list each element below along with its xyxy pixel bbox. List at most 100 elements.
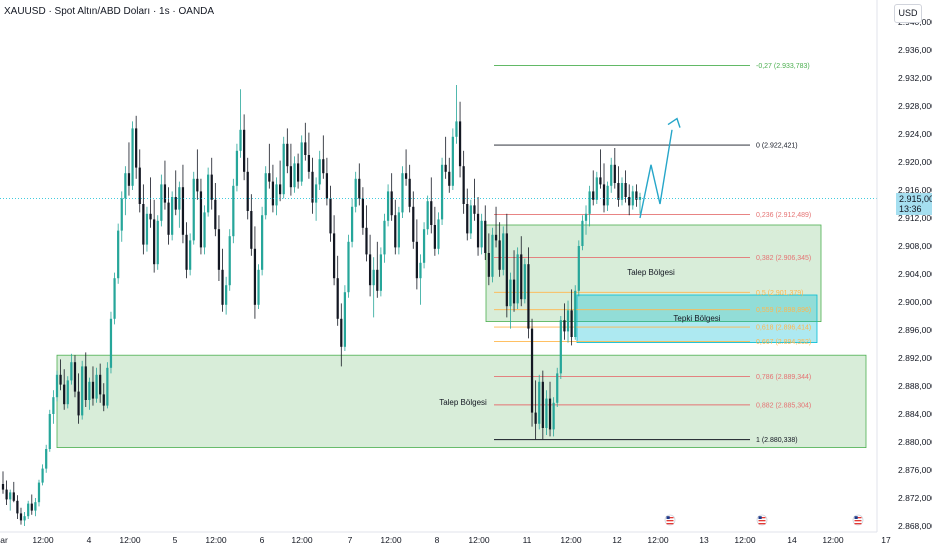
candle-body: [217, 229, 221, 270]
candle: [268, 143, 271, 189]
bar-countdown: 13:36: [899, 204, 922, 214]
time-tick-label: 14: [787, 535, 797, 545]
candle-body: [332, 233, 336, 279]
candle: [368, 234, 372, 297]
candle-body: [16, 500, 19, 514]
us-flag-event-icon[interactable]: [664, 514, 676, 526]
candle-body: [192, 178, 195, 241]
candle-body: [30, 503, 33, 511]
candle: [592, 170, 595, 206]
candle: [484, 205, 487, 260]
candle: [203, 205, 206, 255]
candle-body: [433, 225, 436, 249]
zone-label: Talep Bölgesi: [627, 268, 675, 277]
zone-box: [576, 294, 818, 343]
candle-body: [390, 191, 393, 216]
candle: [142, 184, 145, 255]
candle-body: [376, 269, 379, 291]
candle-body: [347, 241, 350, 293]
candle: [185, 222, 188, 279]
candle-body: [372, 269, 375, 286]
candle-body: [289, 166, 293, 188]
fib-label: 0 (2.922,421): [756, 143, 798, 150]
time-tick-label: 13: [699, 535, 709, 545]
candle-body: [610, 164, 613, 186]
candle: [109, 311, 113, 374]
candle: [232, 178, 235, 244]
us-flag-event-icon[interactable]: [756, 514, 768, 526]
fib-label: 0,559 (2.898,896): [756, 307, 811, 314]
candle-body: [171, 197, 174, 235]
candle: [516, 247, 519, 309]
candle-body: [214, 199, 217, 230]
candle: [505, 213, 508, 318]
price-tick-label: 2.916,000: [898, 185, 932, 195]
us-flag-event-icon[interactable]: [852, 514, 864, 526]
candle: [63, 369, 66, 410]
candle-body: [563, 320, 566, 332]
candle-body: [261, 215, 264, 270]
candle: [9, 489, 12, 511]
candle: [361, 187, 365, 235]
candle: [390, 173, 393, 221]
candle: [5, 480, 8, 505]
candle-body: [426, 201, 429, 230]
price-axis[interactable]: 2.868,000 2.872,000 2.876,000 2.880,000 2.88…: [898, 17, 932, 531]
candle: [178, 181, 181, 228]
candle: [538, 374, 541, 430]
candle: [437, 212, 440, 255]
candle-body: [138, 167, 141, 204]
candle: [81, 360, 84, 420]
candle-body: [19, 513, 23, 521]
candle: [523, 258, 526, 304]
candle-body: [613, 164, 616, 183]
candle: [617, 166, 620, 207]
candle: [264, 166, 267, 220]
candle: [192, 171, 195, 245]
candles-layer: [1, 85, 642, 526]
currency-button[interactable]: USD: [894, 4, 922, 23]
candle-body: [117, 230, 120, 279]
candle: [311, 157, 314, 214]
candle-body: [95, 374, 98, 399]
candle: [135, 115, 138, 179]
candle: [149, 177, 152, 228]
flag-stripe: [758, 520, 766, 522]
candle-body: [487, 253, 490, 277]
time-tick-label: 7: [348, 535, 353, 545]
candle: [307, 132, 311, 179]
candle-body: [440, 164, 444, 220]
candle: [354, 171, 357, 213]
fib-label: 0,236 (2.912,489): [756, 212, 811, 219]
candle-body: [620, 183, 624, 200]
candle-body: [512, 279, 516, 304]
candle-body: [189, 240, 192, 270]
time-tick-label: 12:00: [822, 535, 844, 545]
candle-body: [293, 163, 296, 188]
candle-body: [124, 173, 127, 199]
price-tick-label: 2.876,000: [898, 465, 932, 475]
candle-body: [491, 234, 494, 277]
candle: [156, 215, 159, 270]
price-tick-label: 2.868,000: [898, 521, 932, 531]
economic-events[interactable]: [664, 514, 864, 526]
candle: [408, 164, 411, 213]
time-axis[interactable]: ar 12:00 4 12:00 5 12:00 6 12:00 7 12:00 8 12:00 11 1…: [0, 535, 891, 545]
candle: [628, 184, 631, 216]
time-tick-label: 8: [435, 535, 440, 545]
candle-body: [221, 269, 224, 305]
candle: [27, 500, 30, 519]
candle: [541, 370, 544, 440]
candle: [239, 89, 242, 158]
candle: [225, 276, 228, 315]
candle-body: [350, 206, 354, 242]
candle-body: [109, 318, 113, 368]
candle: [296, 153, 300, 189]
candle-body: [336, 278, 339, 319]
time-tick-label: 12:00: [205, 535, 227, 545]
candle: [394, 199, 397, 255]
candle: [34, 498, 37, 517]
price-tick-label: 2.908,000: [898, 241, 932, 251]
candle-body: [102, 394, 105, 406]
